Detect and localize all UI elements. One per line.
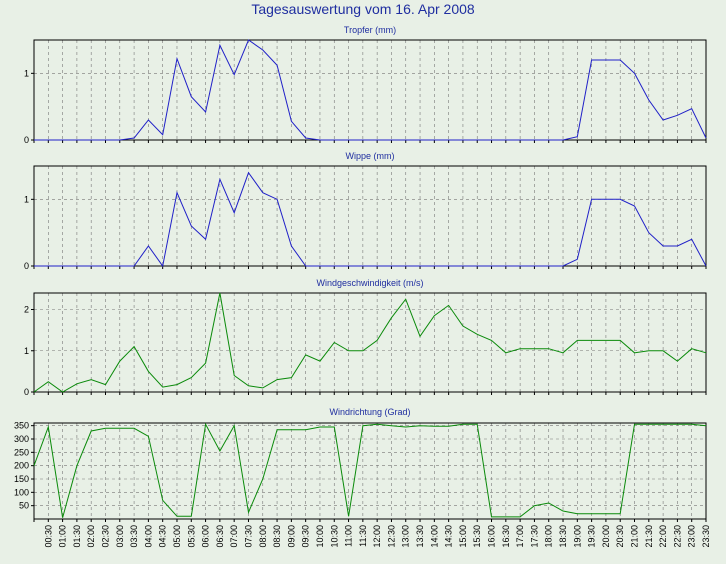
x-tick-label: 20:30 — [615, 525, 625, 548]
x-tick-label: 12:30 — [386, 525, 396, 548]
x-tick-label: 07:00 — [229, 525, 239, 548]
x-tick-label: 21:30 — [644, 525, 654, 548]
y-tick-label: 250 — [14, 447, 29, 457]
y-tick-label: 0 — [24, 135, 29, 145]
y-tick-label: 0 — [24, 387, 29, 397]
x-tick-label: 19:30 — [587, 525, 597, 548]
subplot-title: Windgeschwindigkeit (m/s) — [316, 278, 423, 288]
x-tick-label: 13:00 — [401, 525, 411, 548]
x-tick-label: 05:30 — [186, 525, 196, 548]
x-tick-label: 14:00 — [429, 525, 439, 548]
x-tick-label: 22:30 — [672, 525, 682, 548]
x-tick-label: 17:00 — [515, 525, 525, 548]
series-line — [34, 39, 707, 141]
x-tick-label: 20:00 — [601, 525, 611, 548]
y-tick-label: 50 — [19, 501, 29, 511]
y-tick-label: 2 — [24, 305, 29, 315]
x-tick-label: 07:30 — [243, 525, 253, 548]
x-tick-label: 17:30 — [529, 525, 539, 548]
y-tick-label: 1 — [24, 346, 29, 356]
x-tick-label: 01:00 — [58, 525, 68, 548]
x-tick-label: 03:00 — [115, 525, 125, 548]
y-tick-label: 1 — [24, 68, 29, 78]
y-tick-label: 150 — [14, 474, 29, 484]
plot-area — [34, 293, 706, 392]
y-tick-label: 300 — [14, 434, 29, 444]
plot-area — [34, 40, 706, 140]
subplot-title: Tropfer (mm) — [344, 25, 396, 35]
x-tick-label: 23:00 — [687, 525, 697, 548]
x-tick-label: 13:30 — [415, 525, 425, 548]
y-tick-label: 100 — [14, 487, 29, 497]
x-tick-label: 06:00 — [201, 525, 211, 548]
x-tick-label: 11:00 — [344, 525, 354, 547]
y-tick-label: 200 — [14, 461, 29, 471]
x-tick-label: 08:30 — [272, 525, 282, 548]
x-tick-label: 06:30 — [215, 525, 225, 548]
x-tick-label: 10:30 — [329, 525, 339, 548]
x-tick-label: 10:00 — [315, 525, 325, 548]
x-tick-label: 09:30 — [301, 525, 311, 548]
x-tick-label: 02:30 — [100, 525, 110, 548]
x-tick-label: 21:00 — [630, 525, 640, 548]
x-tick-label: 18:30 — [558, 525, 568, 548]
plot-area — [34, 166, 706, 266]
x-tick-label: 14:30 — [444, 525, 454, 548]
x-tick-label: 04:00 — [143, 525, 153, 548]
y-tick-label: 1 — [24, 194, 29, 204]
x-tick-label: 01:30 — [72, 525, 82, 548]
x-tick-label: 16:00 — [487, 525, 497, 548]
plot-frame — [33, 292, 707, 393]
y-tick-label: 350 — [14, 421, 29, 431]
x-tick-label: 16:30 — [501, 525, 511, 548]
series-line — [34, 171, 707, 268]
subplot-title: Windrichtung (Grad) — [329, 407, 410, 417]
x-tick-label: 03:30 — [129, 525, 139, 548]
x-tick-label: 08:00 — [258, 525, 268, 548]
series-line — [33, 292, 707, 393]
page-title: Tagesauswertung vom 16. Apr 2008 — [251, 1, 475, 17]
x-tick-label: 18:00 — [544, 525, 554, 548]
plot-area — [34, 423, 706, 519]
x-tick-label: 23:30 — [701, 525, 711, 548]
y-tick-label: 0 — [24, 261, 29, 271]
series-line — [33, 422, 707, 518]
subplot-title: Wippe (mm) — [346, 151, 395, 161]
plot-frame — [33, 422, 707, 520]
x-tick-label: 19:00 — [572, 525, 582, 548]
x-tick-label: 22:00 — [658, 525, 668, 548]
x-tick-label: 04:30 — [158, 525, 168, 548]
x-tick-label: 11:30 — [358, 525, 368, 547]
x-tick-label: 05:00 — [172, 525, 182, 548]
x-tick-label: 15:00 — [458, 525, 468, 548]
x-tick-label: 15:30 — [472, 525, 482, 548]
x-tick-label: 09:00 — [286, 525, 296, 548]
x-tick-label: 02:00 — [86, 525, 96, 548]
x-tick-label: 00:30 — [43, 525, 53, 548]
x-tick-label: 12:00 — [372, 525, 382, 548]
